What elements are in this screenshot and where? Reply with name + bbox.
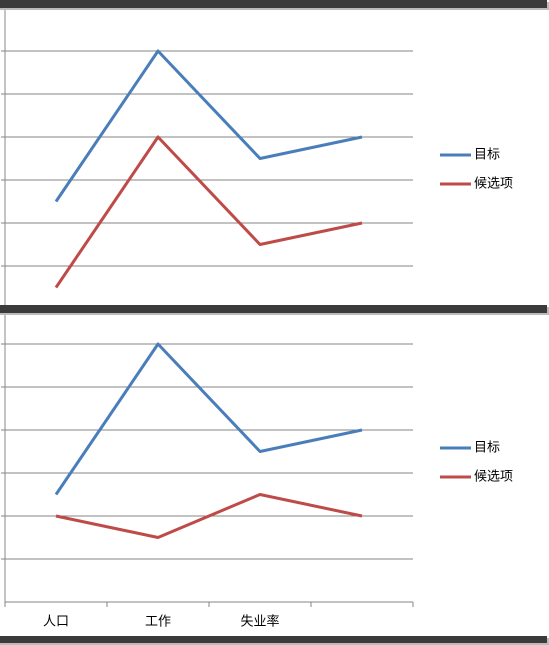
x-tick-label: 人口 xyxy=(43,615,69,630)
series-line xyxy=(54,342,363,496)
frame-bar xyxy=(0,636,547,643)
series-line xyxy=(55,493,363,539)
series-line xyxy=(54,49,363,203)
legend-label: 目标 xyxy=(474,148,500,163)
frame-bar xyxy=(0,0,547,8)
x-tick-label: 失业率 xyxy=(240,614,279,630)
legend-label: 目标 xyxy=(474,441,500,456)
series-line xyxy=(54,135,363,289)
x-tick-label: 工作 xyxy=(145,615,171,630)
legend-label: 候选项 xyxy=(474,177,513,192)
frame-bar xyxy=(0,305,547,313)
legend-label: 候选项 xyxy=(474,470,513,485)
